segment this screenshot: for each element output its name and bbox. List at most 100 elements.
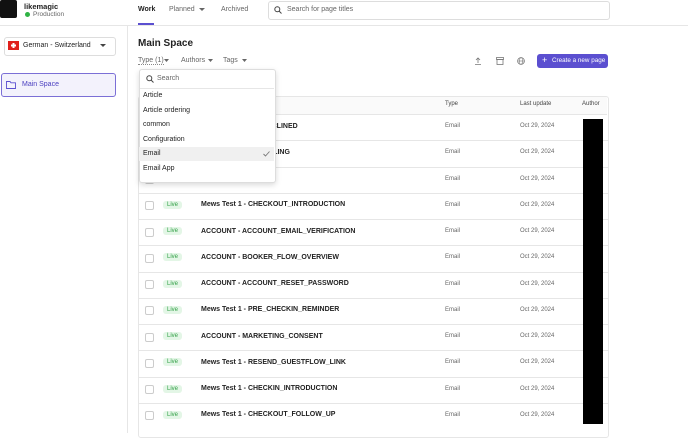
last-update: Oct 29, 2024 <box>520 201 555 208</box>
space-label: Main Space <box>22 81 59 88</box>
row-divider <box>138 140 608 142</box>
page-name[interactable]: ACCOUNT - BOOKER_FLOW_OVERVIEW <box>201 253 339 261</box>
search-box[interactable] <box>268 1 610 20</box>
row-divider <box>138 245 608 247</box>
filter-tags[interactable]: Tags <box>223 57 238 64</box>
locale-label: German - Switzerland <box>23 42 91 49</box>
filter-type[interactable]: Type (1) <box>138 57 164 65</box>
row-divider <box>138 219 608 220</box>
row-checkbox[interactable] <box>145 385 154 395</box>
header-type: Type <box>445 101 459 107</box>
author-avatar <box>583 119 603 141</box>
status-badge: Live <box>163 200 183 209</box>
row-divider <box>138 192 608 194</box>
org-name[interactable]: likemagic <box>24 2 59 11</box>
page-type: Email <box>445 175 461 182</box>
page-name[interactable]: Mews Test 1 - CHECKOUT_FOLLOW_UP <box>201 411 336 419</box>
option-label: Email App <box>143 165 175 172</box>
tab-planned[interactable]: Planned <box>169 6 195 13</box>
space-item[interactable] <box>1 73 116 97</box>
row-checkbox[interactable] <box>145 411 154 421</box>
top-bar <box>0 0 688 26</box>
row-checkbox[interactable] <box>145 201 154 211</box>
upload-icon[interactable] <box>474 57 482 65</box>
last-update: Oct 29, 2024 <box>520 149 555 156</box>
page-name[interactable]: Mews Test 1 - CHECKIN_INTRODUCTION <box>201 385 338 393</box>
status-badge: Live <box>163 279 183 288</box>
row-checkbox[interactable] <box>145 253 154 263</box>
dropdown-option[interactable]: Email <box>139 147 274 162</box>
page-type: Email <box>445 149 461 156</box>
author-avatar <box>583 166 603 193</box>
row-checkbox[interactable] <box>145 358 154 368</box>
locale-caret <box>100 44 106 47</box>
page-name[interactable]: Mews Test 1 - PRE_CHECKIN_REMINDER <box>201 306 340 314</box>
page-type: Email <box>445 228 461 235</box>
page-type: Email <box>445 411 461 418</box>
org-logo[interactable] <box>0 0 17 18</box>
last-update: Oct 29, 2024 <box>520 411 555 418</box>
last-update: Oct 29, 2024 <box>520 123 555 130</box>
locale-select[interactable] <box>4 37 116 56</box>
dropdown-option[interactable]: Article <box>139 89 274 103</box>
author-avatar <box>583 140 603 167</box>
create-button[interactable] <box>537 54 608 68</box>
row-divider <box>138 376 608 378</box>
sidebar <box>0 26 128 433</box>
page-type: Email <box>445 306 461 313</box>
filter-authors[interactable]: Authors <box>181 57 206 64</box>
row-divider <box>138 271 608 273</box>
row-checkbox[interactable] <box>145 280 154 290</box>
create-plus: + <box>542 55 548 65</box>
search-placeholder: Search for page titles <box>287 6 354 13</box>
row-divider <box>138 402 608 404</box>
dropdown-search-placeholder[interactable]: Search <box>157 75 180 82</box>
dropdown-option[interactable]: Email App <box>139 162 274 176</box>
last-update: Oct 29, 2024 <box>520 228 555 235</box>
archive-icon[interactable] <box>496 57 504 65</box>
author-avatar <box>583 324 603 351</box>
author-avatar <box>583 297 603 324</box>
status-badge: Live <box>163 332 183 341</box>
author-avatar <box>583 271 603 298</box>
page-name[interactable]: ACCOUNT - MARKETING_CONSENT <box>201 332 323 340</box>
dropdown-option[interactable]: Article ordering <box>139 104 274 118</box>
globe-icon[interactable] <box>517 57 525 65</box>
tab-archived[interactable]: Archived <box>221 6 249 13</box>
last-update: Oct 29, 2024 <box>520 385 555 392</box>
option-label: Article <box>143 92 163 99</box>
page-type: Email <box>445 254 461 261</box>
row-divider <box>138 324 608 325</box>
row-divider <box>138 297 608 299</box>
status-badge: Live <box>163 227 183 236</box>
tab-underline <box>138 23 154 25</box>
folder-icon <box>6 81 16 89</box>
row-checkbox[interactable] <box>145 332 154 342</box>
row-checkbox[interactable] <box>145 306 154 316</box>
row-divider <box>138 350 608 352</box>
page-name[interactable]: ACCOUNT - ACCOUNT_EMAIL_VERIFICATION <box>201 227 356 235</box>
author-avatar <box>583 402 603 424</box>
tab-caret <box>199 8 205 11</box>
status-badge: Live <box>163 253 183 262</box>
author-avatar <box>583 350 603 377</box>
page-type: Email <box>445 333 461 340</box>
tab-work[interactable]: Work <box>138 6 156 13</box>
page-name[interactable]: Mews Test 1 - RESEND_GUESTFLOW_LINK <box>201 358 346 366</box>
option-label: Article ordering <box>143 106 191 114</box>
page-type: Email <box>445 359 461 366</box>
page-name[interactable]: Mews Test 1 - CHECKOUT_INTRODUCTION <box>201 201 346 209</box>
last-update: Oct 29, 2024 <box>520 254 555 261</box>
last-update: Oct 29, 2024 <box>520 306 555 313</box>
author-avatar <box>583 219 603 246</box>
environment: Production <box>33 11 65 18</box>
row-checkbox[interactable] <box>145 227 154 237</box>
dropdown-option[interactable]: Configuration <box>139 133 274 147</box>
dropdown-search-icon <box>146 75 154 83</box>
dropdown-option[interactable]: common <box>139 118 274 132</box>
page-name[interactable]: ACCOUNT - ACCOUNT_RESET_PASSWORD <box>201 280 349 288</box>
page-name[interactable]: _DECLINED <box>258 122 298 130</box>
check-icon <box>263 151 270 158</box>
last-update: Oct 29, 2024 <box>520 333 555 340</box>
status-badge: Live <box>163 305 183 314</box>
